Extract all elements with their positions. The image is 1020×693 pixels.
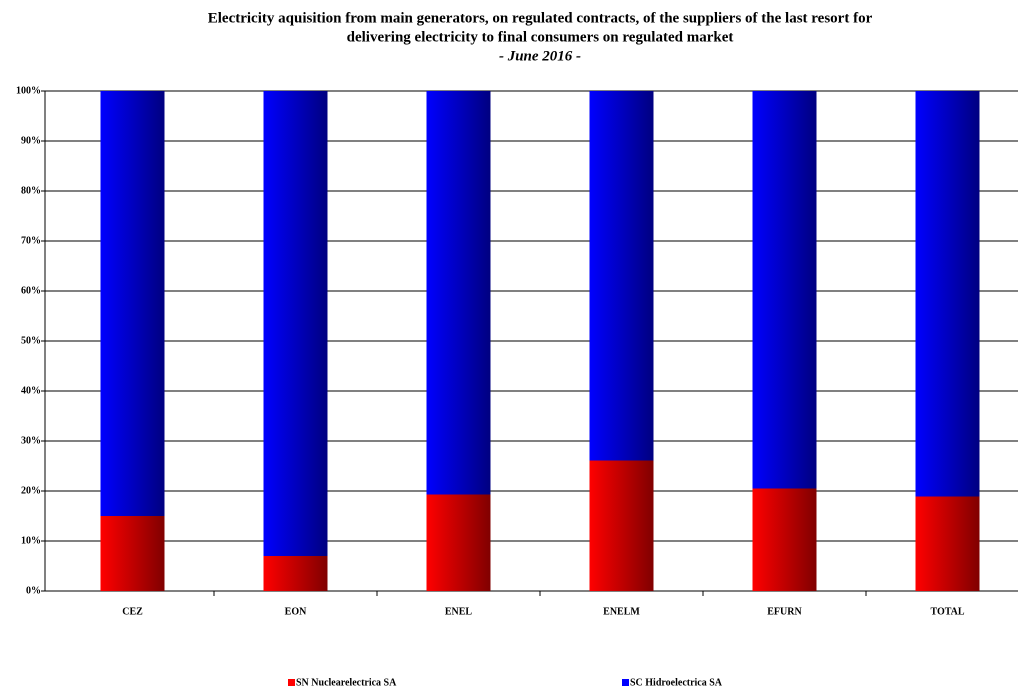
y-tick-label: 30% bbox=[21, 435, 41, 446]
y-tick-label: 40% bbox=[21, 385, 41, 396]
legend-label: SC Hidroelectrica SA bbox=[630, 677, 723, 688]
y-tick-label: 90% bbox=[21, 135, 41, 146]
y-tick-label: 70% bbox=[21, 235, 41, 246]
bar-segment bbox=[752, 91, 817, 489]
x-tick-label: EFURN bbox=[767, 606, 802, 617]
chart-title-line2: delivering electricity to final consumer… bbox=[347, 29, 734, 45]
legend-swatch bbox=[288, 679, 295, 686]
bar-segment bbox=[589, 91, 654, 461]
y-tick-label: 20% bbox=[21, 485, 41, 496]
y-tick-label: 60% bbox=[21, 285, 41, 296]
bar-segment bbox=[915, 496, 980, 591]
x-tick-label: CEZ bbox=[122, 606, 143, 617]
y-tick-label: 50% bbox=[21, 335, 41, 346]
chart-subtitle: - June 2016 - bbox=[499, 48, 581, 64]
x-tick-label: ENEL bbox=[445, 606, 473, 617]
bar-segment bbox=[100, 91, 165, 516]
legend-label: SN Nuclearelectrica SA bbox=[296, 677, 397, 688]
y-tick-label: 80% bbox=[21, 185, 41, 196]
x-tick-label: EON bbox=[285, 606, 307, 617]
x-tick-label: ENELM bbox=[603, 606, 640, 617]
bar-segment bbox=[263, 91, 328, 556]
bar-segment bbox=[263, 556, 328, 591]
bar-segment bbox=[426, 91, 491, 495]
bar-segment bbox=[589, 460, 654, 591]
bar-segment bbox=[752, 488, 817, 591]
legend-swatch bbox=[622, 679, 629, 686]
x-tick-label: TOTAL bbox=[930, 606, 964, 617]
bar-segment bbox=[100, 516, 165, 591]
bar-segment bbox=[915, 91, 980, 497]
y-tick-label: 100% bbox=[16, 85, 41, 96]
chart-title: Electricity aquisition from main generat… bbox=[208, 10, 873, 26]
y-tick-label: 0% bbox=[26, 585, 41, 596]
y-tick-label: 10% bbox=[21, 535, 41, 546]
bar-segment bbox=[426, 494, 491, 591]
